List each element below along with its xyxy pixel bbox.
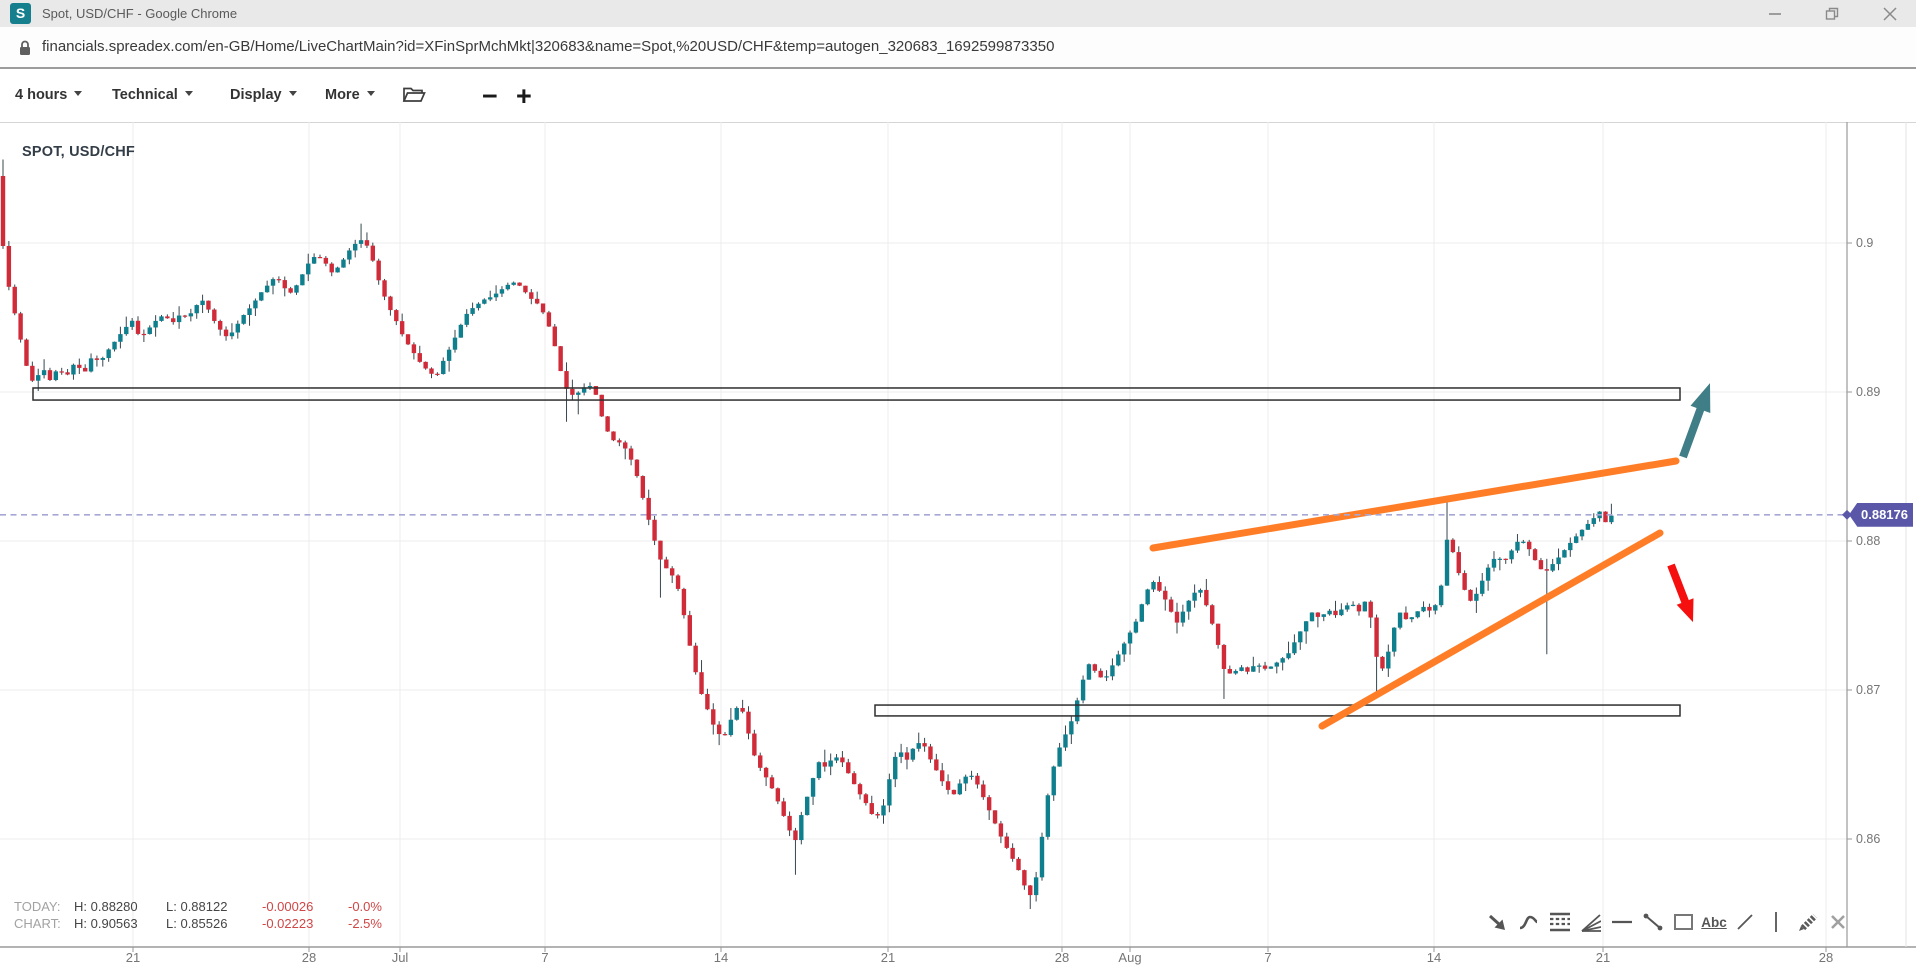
technical-dropdown[interactable]: Technical [112,69,193,122]
chart-change-value: -0.02223 [262,916,314,931]
text-tool-icon[interactable]: Abc [1701,910,1727,934]
candles [0,159,1614,910]
more-label: More [325,87,360,103]
chevron-down-icon [184,91,193,100]
price-axis-label: 0.86 [1856,832,1881,846]
address-bar[interactable]: financials.spreadex.com/en-GB/Home/LiveC… [0,27,1916,69]
chart-area[interactable]: SPOT, USD/CHF 0.9 0.89 0.88 0.87 0.86 21 28 Ju… [0,122,1916,976]
chart-stats: TODAY: H: 0.88280 L: 0.88122 -0.00026 -0.0% … [14,898,408,932]
timeframe-dropdown[interactable]: 4 hours [15,69,83,122]
time-axis-label: 7 [541,950,549,965]
marker-pen-icon[interactable] [1796,910,1818,934]
folder-icon [402,87,426,102]
today-change-pct: -0.0% [348,899,382,914]
zoom-in-button[interactable]: + [516,81,532,111]
today-high-value: 0.88280 [90,899,138,914]
restore-button[interactable] [1815,0,1849,27]
time-axis-label: 21 [1595,950,1611,965]
support-zone-lower-rect[interactable] [874,704,1681,717]
fib-grid-icon[interactable] [1548,910,1570,934]
chart-stats-row: CHART: H: 0.90563 L: 0.85526 -0.02223 -2.5% [14,915,408,932]
pointer-arrow-icon[interactable] [1486,910,1508,934]
chart-toolbar: 4 hours Technical Display More − + [0,69,1916,122]
current-price-marker [1842,509,1852,520]
bearish-arrow[interactable] [1667,563,1694,623]
lock-icon [18,39,32,61]
chevron-down-icon [288,91,297,100]
high-label: H: [74,916,87,931]
time-axis-label: 21 [125,950,141,965]
chevron-down-icon [366,91,375,100]
restore-icon [1825,7,1839,20]
chart-change-pct: -2.5% [348,916,382,931]
time-axis-label: 14 [1426,950,1442,965]
technical-label: Technical [112,87,178,103]
time-axis-label: Aug [1118,950,1142,965]
window-title: Spot, USD/CHF - Google Chrome [42,6,238,21]
chart-high-value: 0.90563 [90,916,138,931]
time-axis-label: 28 [301,950,317,965]
time-axis-label: 14 [713,950,729,965]
today-stats-row: TODAY: H: 0.88280 L: 0.88122 -0.00026 -0.0% [14,898,408,915]
price-axis-label: 0.9 [1856,236,1874,250]
minimize-icon [1769,13,1781,15]
bullish-arrow[interactable] [1679,383,1711,459]
price-axis-label: 0.88 [1856,534,1881,548]
drawing-toolbar: Abc [1486,905,1846,939]
trendline-upper[interactable] [1149,457,1680,552]
price-axis-label: 0.87 [1856,683,1881,697]
more-dropdown[interactable]: More [325,69,375,122]
chart-low-value: 0.85526 [180,916,228,931]
horizontal-line-icon[interactable] [1610,910,1632,934]
rectangle-tool-icon[interactable] [1672,910,1694,934]
close-icon [1883,7,1897,21]
low-label: L: [166,899,177,914]
fan-lines-icon[interactable] [1579,910,1601,934]
chart-label: CHART: [14,916,61,931]
chevron-down-icon [74,91,83,100]
price-axis-label: 0.89 [1856,385,1881,399]
time-axis-label: 21 [880,950,896,965]
today-low-value: 0.88122 [180,899,228,914]
time-axis-label: Jul [391,950,409,965]
today-change-value: -0.00026 [262,899,314,914]
display-label: Display [230,87,282,103]
display-dropdown[interactable]: Display [230,69,297,122]
candlestick-chart-canvas[interactable] [0,122,1916,976]
time-axis-label: 28 [1054,950,1070,965]
current-price-badge: 0.88176 [1849,502,1913,527]
window-titlebar: S Spot, USD/CHF - Google Chrome [0,0,1916,27]
text-tool-label: Abc [1701,914,1727,930]
trendline-lower[interactable] [1318,529,1664,730]
curve-tool-icon[interactable] [1517,910,1539,934]
low-label: L: [166,916,177,931]
close-button[interactable] [1873,0,1907,27]
zoom-out-button[interactable]: − [482,81,498,111]
url-text: financials.spreadex.com/en-GB/Home/LiveC… [42,38,1055,55]
high-label: H: [74,899,87,914]
site-favicon: S [10,3,31,24]
trend-segment-icon[interactable] [1641,910,1663,934]
timeframe-label: 4 hours [15,87,68,103]
support-zone-upper-rect[interactable] [32,387,1681,401]
minimize-button[interactable] [1758,0,1792,27]
chart-symbol-label: SPOT, USD/CHF [22,144,135,160]
vertical-line-icon[interactable] [1765,910,1787,934]
time-axis-label: 28 [1818,950,1834,965]
time-axis-label: 7 [1264,950,1272,965]
today-label: TODAY: [14,899,61,914]
open-chart-button[interactable] [402,85,426,110]
line-tool-icon[interactable] [1734,910,1756,934]
delete-icon[interactable] [1827,910,1849,934]
